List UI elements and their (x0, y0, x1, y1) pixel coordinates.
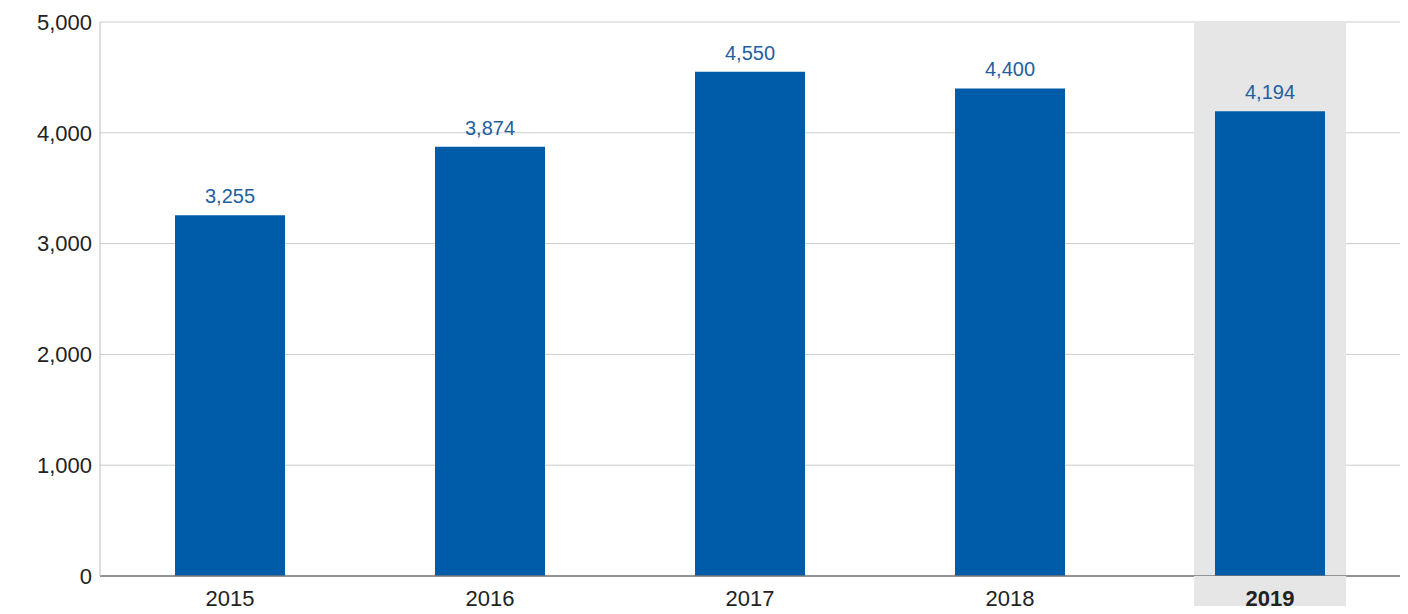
svg-text:2016: 2016 (466, 586, 515, 606)
svg-text:3,255: 3,255 (205, 185, 255, 207)
svg-text:0: 0 (80, 564, 92, 589)
svg-text:2015: 2015 (206, 586, 255, 606)
svg-text:3,000: 3,000 (37, 231, 92, 256)
svg-text:2017: 2017 (726, 586, 775, 606)
svg-text:4,194: 4,194 (1245, 81, 1295, 103)
svg-text:2018: 2018 (986, 586, 1035, 606)
svg-text:5,000: 5,000 (37, 10, 92, 35)
svg-text:3,874: 3,874 (465, 117, 515, 139)
svg-text:4,400: 4,400 (985, 58, 1035, 80)
svg-text:2,000: 2,000 (37, 342, 92, 367)
svg-text:4,550: 4,550 (725, 42, 775, 64)
svg-text:1,000: 1,000 (37, 453, 92, 478)
svg-text:2019: 2019 (1246, 586, 1295, 606)
svg-text:4,000: 4,000 (37, 121, 92, 146)
